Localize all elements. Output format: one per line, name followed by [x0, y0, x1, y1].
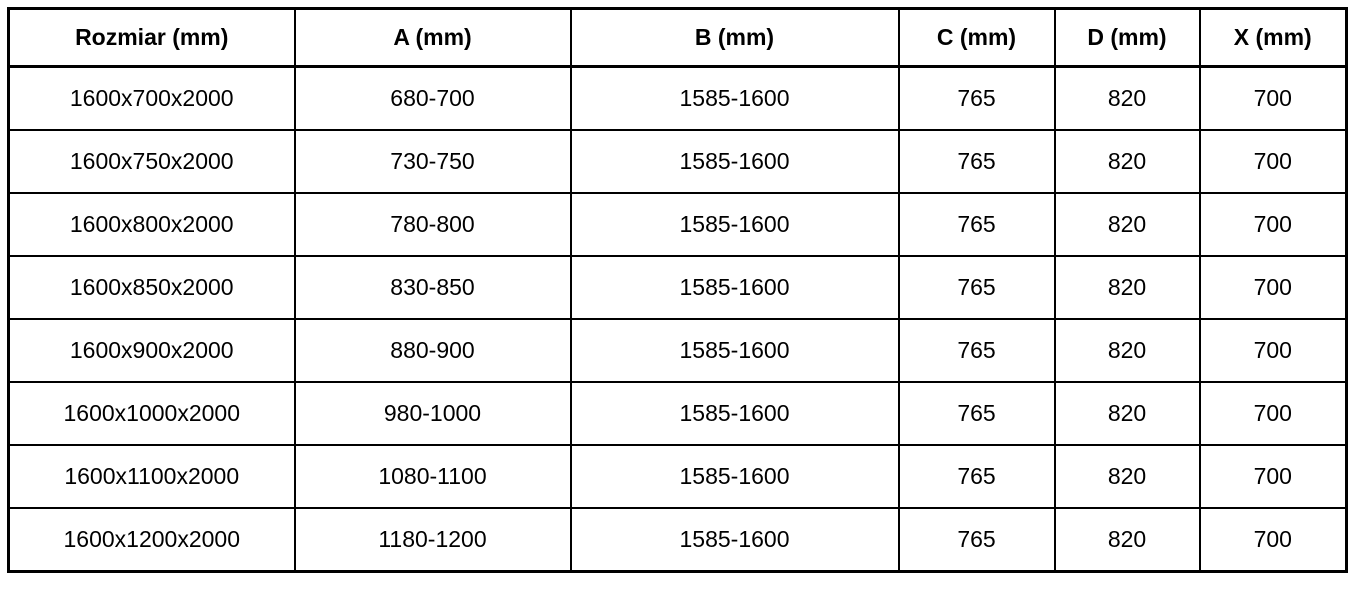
table-cell: 700 [1198, 129, 1348, 194]
table-cell: 765 [897, 507, 1056, 573]
table-cell: 820 [1053, 192, 1201, 257]
table-cell: 1600x1000x2000 [7, 381, 296, 446]
table-row: 1600x800x2000 780-800 1585-1600 765 820 700 [7, 192, 1348, 257]
table-cell: 700 [1198, 507, 1348, 573]
table-cell: 820 [1053, 318, 1201, 383]
table-header: Rozmiar (mm) A (mm) B (mm) C (mm) D (mm) X (m… [7, 7, 1348, 68]
table-cell: 820 [1053, 129, 1201, 194]
table-cell: 700 [1198, 381, 1348, 446]
column-header: X (mm) [1198, 7, 1348, 68]
table-cell: 700 [1198, 318, 1348, 383]
table-cell: 1600x1200x2000 [7, 507, 296, 573]
table-cell: 1080-1100 [293, 444, 572, 509]
column-header: D (mm) [1053, 7, 1201, 68]
table-cell: 1585-1600 [569, 65, 900, 131]
table-cell: 820 [1053, 255, 1201, 320]
table-cell: 700 [1198, 255, 1348, 320]
table-cell: 1585-1600 [569, 381, 900, 446]
table-cell: 1600x1100x2000 [7, 444, 296, 509]
table-row: 1600x750x2000 730-750 1585-1600 765 820 700 [7, 129, 1348, 194]
table-cell: 700 [1198, 65, 1348, 131]
table-row: 1600x1100x2000 1080-1100 1585-1600 765 820 70… [7, 444, 1348, 509]
table-cell: 680-700 [293, 65, 572, 131]
table-cell: 1585-1600 [569, 129, 900, 194]
table-cell: 730-750 [293, 129, 572, 194]
table-cell: 700 [1198, 444, 1348, 509]
table-cell: 1600x700x2000 [7, 65, 296, 131]
table-cell: 765 [897, 65, 1056, 131]
table-cell: 1180-1200 [293, 507, 572, 573]
table-cell: 765 [897, 129, 1056, 194]
table-cell: 1585-1600 [569, 192, 900, 257]
table-cell: 980-1000 [293, 381, 572, 446]
table-cell: 1600x800x2000 [7, 192, 296, 257]
table-cell: 780-800 [293, 192, 572, 257]
table-cell: 1600x750x2000 [7, 129, 296, 194]
column-header: C (mm) [897, 7, 1056, 68]
table-cell: 765 [897, 192, 1056, 257]
table-cell: 820 [1053, 381, 1201, 446]
table-body: 1600x700x2000 680-700 1585-1600 765 820 700 16… [7, 65, 1348, 573]
table-row: 1600x1200x2000 1180-1200 1585-1600 765 820 70… [7, 507, 1348, 573]
table-cell: 765 [897, 381, 1056, 446]
column-header: A (mm) [293, 7, 572, 68]
size-spec-table: Rozmiar (mm) A (mm) B (mm) C (mm) D (mm) X (m… [7, 7, 1348, 573]
table-cell: 880-900 [293, 318, 572, 383]
table-cell: 1585-1600 [569, 318, 900, 383]
table-row: 1600x700x2000 680-700 1585-1600 765 820 700 [7, 65, 1348, 131]
table-cell: 820 [1053, 444, 1201, 509]
table-cell: 765 [897, 318, 1056, 383]
table-cell: 820 [1053, 65, 1201, 131]
table-row: 1600x850x2000 830-850 1585-1600 765 820 700 [7, 255, 1348, 320]
table-row: 1600x1000x2000 980-1000 1585-1600 765 820 700 [7, 381, 1348, 446]
table-cell: 1585-1600 [569, 507, 900, 573]
table-cell: 830-850 [293, 255, 572, 320]
table-row: 1600x900x2000 880-900 1585-1600 765 820 700 [7, 318, 1348, 383]
table-cell: 765 [897, 255, 1056, 320]
header-row: Rozmiar (mm) A (mm) B (mm) C (mm) D (mm) X (m… [7, 7, 1348, 68]
table-cell: 1585-1600 [569, 444, 900, 509]
table-cell: 1600x900x2000 [7, 318, 296, 383]
column-header: B (mm) [569, 7, 900, 68]
table-cell: 1600x850x2000 [7, 255, 296, 320]
table-cell: 700 [1198, 192, 1348, 257]
table-cell: 820 [1053, 507, 1201, 573]
table-cell: 1585-1600 [569, 255, 900, 320]
column-header: Rozmiar (mm) [7, 7, 296, 68]
table-cell: 765 [897, 444, 1056, 509]
